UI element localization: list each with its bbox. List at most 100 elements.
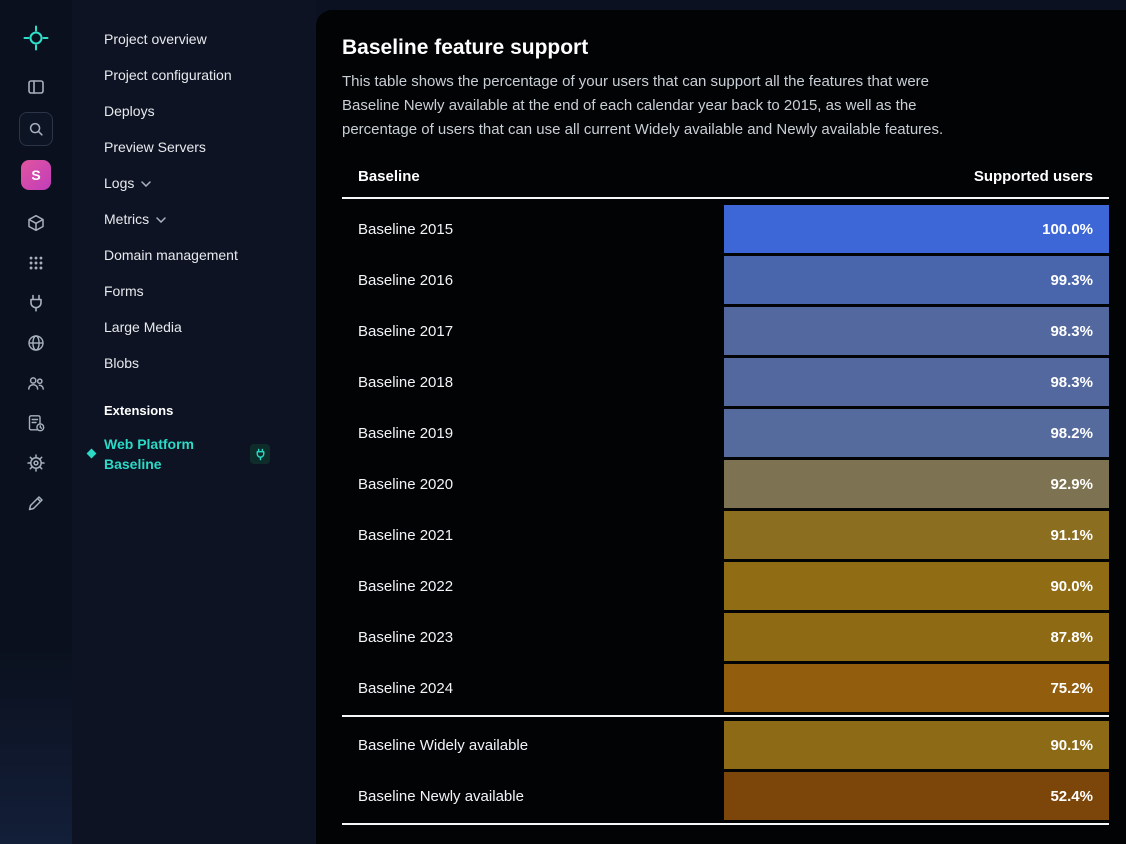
sidebar-item-label: Project overview (104, 31, 207, 47)
page-description: This table shows the percentage of your … (342, 73, 944, 138)
row-label: Baseline 2016 (358, 271, 454, 289)
deploys-box-icon[interactable] (19, 206, 53, 240)
row-value: 98.3% (1050, 322, 1093, 340)
sidebar-item-project-overview[interactable]: Project overview (104, 21, 316, 57)
row-label: Baseline 2020 (358, 475, 454, 493)
sidebar-item-label: Preview Servers (104, 139, 206, 155)
main-backdrop: Baseline feature support This table show… (316, 0, 1126, 844)
table-row: Baseline 2023 87.8% (342, 613, 1109, 661)
table-row: Baseline Newly available 52.4% (342, 772, 1109, 820)
sidebar-item-large-media[interactable]: Large Media (104, 309, 316, 345)
supported-users-bar: 98.3% (724, 307, 1109, 355)
table-row: Baseline 2021 91.1% (342, 511, 1109, 559)
table-row: Baseline 2022 90.0% (342, 562, 1109, 610)
column-header-supported-users: Supported users (973, 168, 1093, 185)
chevron-down-icon (141, 181, 152, 187)
row-value: 98.2% (1050, 424, 1093, 442)
table-header-row: Baseline Supported users (342, 168, 1109, 199)
row-value: 87.8% (1050, 628, 1093, 646)
sidebar-item-label: Domain management (104, 247, 238, 263)
row-value: 90.1% (1050, 736, 1093, 754)
sidebar-item-deploys[interactable]: Deploys (104, 93, 316, 129)
sidebar-item-domain-management[interactable]: Domain management (104, 237, 316, 273)
row-label: Baseline 2018 (358, 373, 454, 391)
row-value: 52.4% (1050, 787, 1093, 805)
table-row: Baseline 2017 98.3% (342, 307, 1109, 355)
sidebar-item-preview-servers[interactable]: Preview Servers (104, 129, 316, 165)
sidebar-item-project-configuration[interactable]: Project configuration (104, 57, 316, 93)
netlify-logo-icon[interactable] (22, 24, 50, 52)
settings-gear-icon[interactable] (19, 446, 53, 480)
sidebar-item-label: Forms (104, 283, 144, 299)
sidebar-item-label: Large Media (104, 319, 182, 335)
table-row: Baseline Widely available 90.1% (342, 721, 1109, 769)
sidebar-item-forms[interactable]: Forms (104, 273, 316, 309)
search-icon (27, 120, 45, 138)
supported-users-bar: 91.1% (724, 511, 1109, 559)
baseline-support-table: Baseline Supported users Baseline 2015 10… (342, 168, 1109, 825)
row-label: Baseline 2021 (358, 526, 454, 544)
row-label: Baseline Newly available (358, 787, 524, 805)
audit-log-icon[interactable] (19, 406, 53, 440)
project-sidebar: Project overview Project configuration Dep… (72, 0, 316, 844)
team-members-icon[interactable] (19, 366, 53, 400)
supported-users-bar: 90.1% (724, 721, 1109, 769)
row-value: 92.9% (1050, 475, 1093, 493)
search-button[interactable] (19, 112, 53, 146)
page-title: Baseline feature support (342, 36, 589, 59)
supported-users-bar: 98.2% (724, 409, 1109, 457)
row-value: 98.3% (1050, 373, 1093, 391)
row-label: Baseline 2017 (358, 322, 454, 340)
supported-users-bar: 90.0% (724, 562, 1109, 610)
row-label: Baseline 2022 (358, 577, 454, 595)
table-row: Baseline 2024 75.2% (342, 664, 1109, 712)
extension-badge-icon (250, 444, 270, 464)
integrations-plug-icon[interactable] (19, 286, 53, 320)
row-label: Baseline 2023 (358, 628, 454, 646)
table-body: Baseline 2015 100.0% Baseline 2016 99.3% Bas… (342, 205, 1109, 825)
table-row: Baseline 2019 98.2% (342, 409, 1109, 457)
table-row: Baseline 2020 92.9% (342, 460, 1109, 508)
sidebar-item-metrics[interactable]: Metrics (104, 201, 316, 237)
main-panel: Baseline feature support This table show… (316, 10, 1126, 844)
sidebar-item-label: Metrics (104, 211, 150, 227)
row-value: 100.0% (1042, 220, 1093, 238)
row-value: 91.1% (1050, 526, 1093, 544)
extensions-heading: Extensions (104, 403, 174, 418)
row-label: Baseline 2019 (358, 424, 454, 442)
sidebar-item-logs[interactable]: Logs (104, 165, 316, 201)
sidebar-item-label: Project configuration (104, 67, 232, 83)
row-label: Baseline 2015 (358, 220, 454, 238)
active-bullet-icon (86, 448, 97, 459)
sidebar-item-web-platform-baseline[interactable]: Web Platform Baseline (86, 434, 316, 474)
sidebar-item-blobs[interactable]: Blobs (104, 345, 316, 381)
table-row: Baseline 2018 98.3% (342, 358, 1109, 406)
supported-users-bar: 87.8% (724, 613, 1109, 661)
sidebar-item-label: Deploys (104, 103, 155, 119)
extension-label: Web Platform Baseline (104, 436, 194, 472)
table-row: Baseline 2015 100.0% (342, 205, 1109, 253)
sidebar-item-label: Blobs (104, 355, 140, 371)
table-divider (342, 715, 1109, 717)
edit-pencil-icon[interactable] (19, 486, 53, 520)
rail-icon-group (19, 206, 53, 526)
sidebar-nav: Project overview Project configuration Dep… (104, 21, 316, 381)
sidebar-item-label: Logs (104, 175, 135, 191)
row-label: Baseline 2024 (358, 679, 454, 697)
avatar[interactable]: S (21, 160, 51, 190)
supported-users-bar: 75.2% (724, 664, 1109, 712)
column-header-baseline: Baseline (358, 168, 420, 185)
table-divider (342, 823, 1109, 825)
row-label: Baseline Widely available (358, 736, 529, 754)
row-value: 90.0% (1050, 577, 1093, 595)
globe-icon[interactable] (19, 326, 53, 360)
supported-users-bar: 99.3% (724, 256, 1109, 304)
supported-users-bar: 98.3% (724, 358, 1109, 406)
row-value: 99.3% (1050, 271, 1093, 289)
icon-rail: S (0, 0, 72, 844)
supported-users-bar: 100.0% (724, 205, 1109, 253)
panel-toggle-icon[interactable] (19, 70, 53, 104)
extensions-grid-icon[interactable] (19, 246, 53, 280)
table-row: Baseline 2016 99.3% (342, 256, 1109, 304)
